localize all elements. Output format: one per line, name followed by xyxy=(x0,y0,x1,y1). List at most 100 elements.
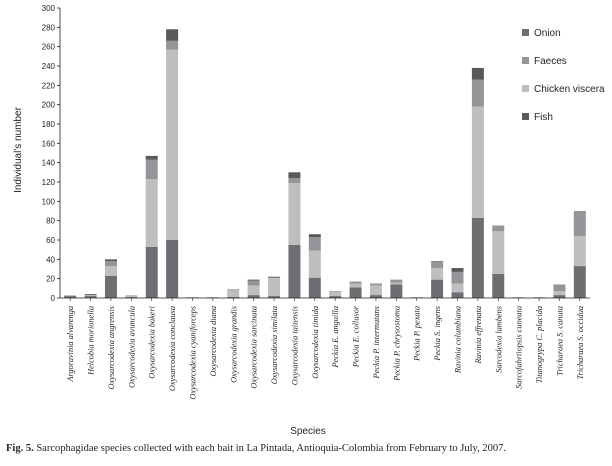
bar-segment-onion xyxy=(553,295,566,298)
bar-segment-onion xyxy=(84,296,97,298)
x-tick-label: Oxysarcodexia diana xyxy=(209,306,218,376)
bar-segment-faeces xyxy=(573,211,586,237)
bar-segment-chicken-viscera xyxy=(369,285,382,296)
bar-segment-onion xyxy=(329,296,342,298)
bar-segment-fish xyxy=(471,67,484,80)
bar-segment-fish xyxy=(84,294,97,296)
bar-segment-onion xyxy=(247,295,260,298)
bar-segment-fish xyxy=(451,268,464,272)
bar-segment-chicken-viscera xyxy=(64,295,77,297)
bar-segment-onion xyxy=(268,296,281,298)
legend-label: Onion xyxy=(534,28,561,39)
bar-segment-faeces xyxy=(349,281,362,284)
bar-segment-faeces xyxy=(471,79,484,107)
bar-segment-chicken-viscera xyxy=(390,282,403,285)
bar-segment-onion xyxy=(451,292,464,298)
x-tick-label: Titanogrypa C. placida xyxy=(535,306,544,383)
x-tick-label: Tricharaea S. canuta xyxy=(555,306,564,376)
bar-segment-faeces xyxy=(247,280,260,286)
bar-segment-onion xyxy=(431,279,444,298)
bar-segment-faeces xyxy=(492,225,505,232)
y-tick-label: 240 xyxy=(42,62,56,71)
y-tick-label: 300 xyxy=(42,4,56,13)
bar-segment-fish xyxy=(268,276,281,278)
bar-segment-onion xyxy=(64,296,77,298)
bar-segment-faeces xyxy=(451,271,464,284)
legend-swatch xyxy=(522,85,529,92)
bar-segment-fish xyxy=(247,279,260,281)
bar-segment-chicken-viscera xyxy=(247,285,260,296)
legend-label: Chicken viscera xyxy=(534,84,605,95)
bar-segment-faeces xyxy=(553,284,566,292)
x-tick-label: Ravinia columbiana xyxy=(454,306,463,374)
bar-segment-chicken-viscera xyxy=(166,49,179,240)
bar-segment-faeces xyxy=(308,237,321,251)
bar-segment-faeces xyxy=(145,159,158,180)
x-tick-label: Peckia P. pexata xyxy=(413,306,422,362)
bar-segment-fish xyxy=(145,155,158,160)
y-axis: 0 20 40 60 80 100 120 140 160 180 200 220 240 260 280 3… xyxy=(42,4,61,303)
bar-segment-chicken-viscera xyxy=(533,297,546,298)
y-tick-label: 220 xyxy=(42,81,56,90)
legend-swatch xyxy=(522,113,529,120)
x-tick-label: Peckia P. intermutans xyxy=(372,306,381,379)
bar-segment-onion xyxy=(125,297,138,298)
x-tick-label: Peckia E. collusor xyxy=(352,305,361,368)
bar-segment-chicken-viscera xyxy=(84,295,97,297)
bar-segment-chicken-viscera xyxy=(104,266,117,276)
bar-segment-chicken-viscera xyxy=(206,297,219,298)
x-tick-label: Helcobia morionella xyxy=(87,306,96,376)
bar-segment-chicken-viscera xyxy=(125,295,138,298)
bar-segment-faeces xyxy=(431,262,444,269)
bar-segment-chicken-viscera xyxy=(268,277,281,297)
bar-segment-chicken-viscera xyxy=(431,268,444,280)
x-tick-label: Oxysarcodexia timida xyxy=(311,306,320,379)
bar-segment-chicken-viscera xyxy=(145,179,158,247)
figure-caption: Fig. 5. Sarcophagidae species collected … xyxy=(6,443,610,454)
x-tick-label: Oxysarcodexia grandis xyxy=(229,306,238,383)
bar-segment-faeces xyxy=(288,178,301,183)
y-axis-title: Individual's number xyxy=(13,106,24,193)
bar-segment-faeces xyxy=(369,283,382,286)
bar-segment-chicken-viscera xyxy=(288,182,301,245)
y-tick-label: 200 xyxy=(42,101,56,110)
legend-swatch xyxy=(522,57,529,64)
y-tick-label: 60 xyxy=(46,236,55,245)
legend-swatch xyxy=(522,29,529,36)
y-tick-label: 180 xyxy=(42,120,56,129)
x-tick-label: Oxysarcodexia cyaniforceps xyxy=(189,306,198,400)
bar-segment-chicken-viscera xyxy=(553,291,566,296)
bar-segment-chicken-viscera xyxy=(492,231,505,274)
bar-segment-chicken-viscera xyxy=(308,250,321,278)
plot-area xyxy=(64,29,586,298)
x-tick-label: Sarcofahrtiopsis cuneata xyxy=(515,306,524,389)
bar-segment-faeces xyxy=(166,40,179,50)
bar-segment-onion xyxy=(145,246,158,298)
y-tick-label: 280 xyxy=(42,23,56,32)
bar-segment-fish xyxy=(104,259,117,262)
bar-segment-onion xyxy=(573,266,586,298)
x-tick-label: Oxysarcodexia conclausa xyxy=(168,306,177,391)
bar-segment-faeces xyxy=(227,289,240,291)
x-tick-label: Peckia E. anguilla xyxy=(331,306,340,369)
bar-segment-faeces xyxy=(329,291,342,293)
bar-segment-faeces xyxy=(390,279,403,283)
bar-segment-onion xyxy=(492,273,505,298)
x-tick-label: Oxysarcodexia bakeri xyxy=(148,305,157,378)
bar-segment-chicken-viscera xyxy=(227,290,240,298)
bar-segment-onion xyxy=(369,295,382,298)
legend: Onion Faeces Chicken viscera Fish xyxy=(522,28,605,123)
legend-label: Fish xyxy=(534,112,553,123)
x-tick-label: Peckia P. chrysostoma xyxy=(392,306,401,382)
bar-segment-onion xyxy=(227,297,240,298)
bar-segment-fish xyxy=(166,29,179,41)
x-tick-label: Tricharaea S. occidua xyxy=(576,306,585,380)
bar-segment-chicken-viscera xyxy=(573,236,586,267)
bar-segment-chicken-viscera xyxy=(471,106,484,218)
bar-segment-onion xyxy=(166,240,179,298)
bar-segment-onion xyxy=(104,275,117,298)
x-tick-label: Oxysarcodexia taitensis xyxy=(290,306,299,385)
bar-segment-fish xyxy=(308,234,321,238)
y-tick-label: 160 xyxy=(42,139,56,148)
y-tick-label: 120 xyxy=(42,178,56,187)
